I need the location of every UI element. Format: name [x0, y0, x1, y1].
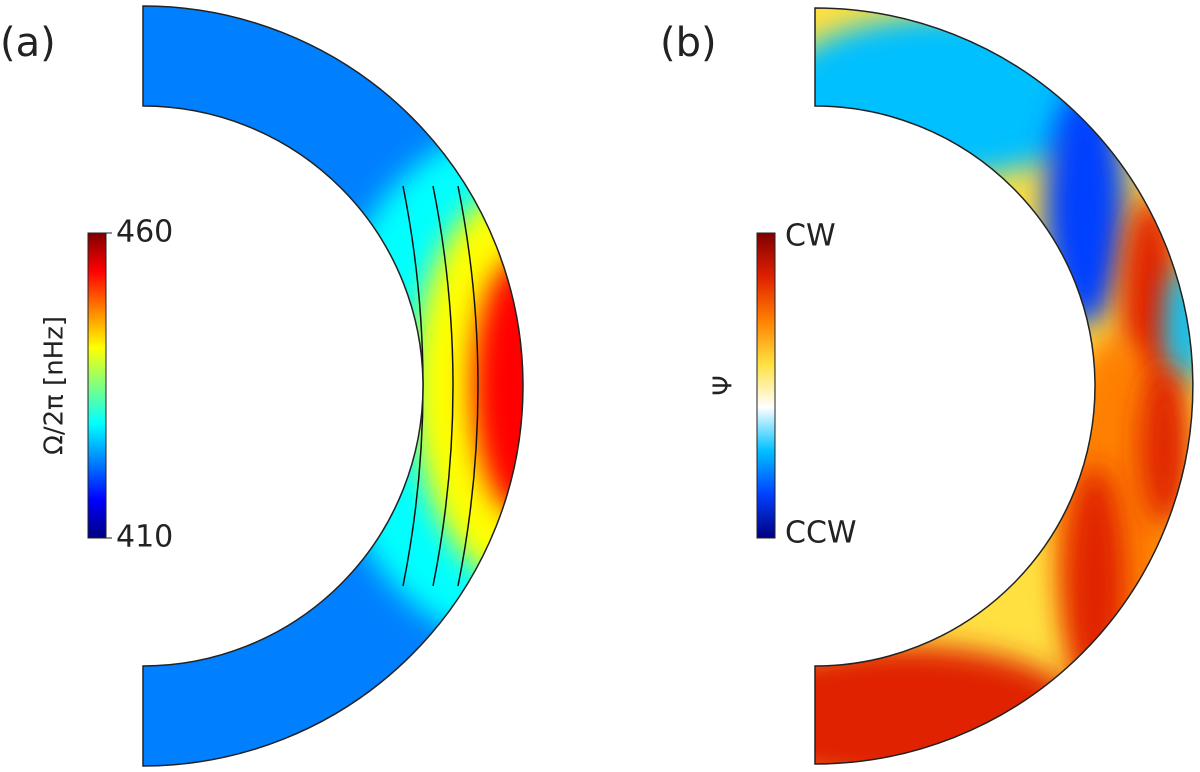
colorbar-label: Ω/2π [nHz] — [40, 316, 70, 455]
colorbar-tick-label: 410 — [116, 520, 173, 555]
colorbar-label: Ψ — [709, 375, 739, 395]
colorbar-end-label: CW — [785, 219, 836, 254]
domain-outline — [814, 7, 1194, 765]
panel-label: (b) — [660, 20, 717, 66]
field-blob — [323, 126, 523, 646]
field — [143, 6, 523, 766]
field — [815, 8, 1193, 764]
colorbar-tick-label: 460 — [116, 215, 173, 250]
panel-label: (a) — [0, 20, 56, 66]
domain-outline — [142, 5, 524, 767]
colorbar — [756, 232, 776, 539]
field-blob — [1065, 466, 1125, 706]
field-blob — [413, 186, 523, 586]
field-blob — [1165, 266, 1193, 386]
contour — [432, 185, 454, 587]
field-blob — [473, 256, 523, 516]
contour — [457, 185, 479, 587]
field-blob — [1140, 366, 1190, 526]
colorbar — [87, 232, 107, 539]
colorbar-end-label: CCW — [785, 516, 857, 551]
